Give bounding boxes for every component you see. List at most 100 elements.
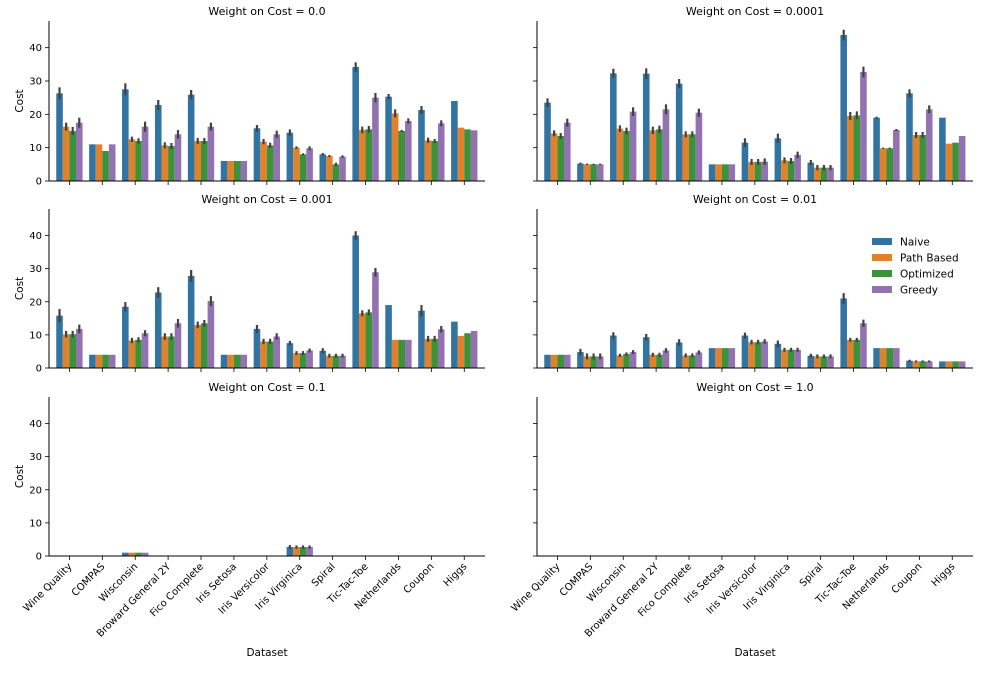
bar-optimized (886, 148, 894, 181)
bar-greedy (339, 355, 346, 368)
bar-naive (352, 67, 359, 181)
x-axis-label: Dataset (734, 647, 775, 659)
bar-greedy (958, 136, 966, 181)
bar-greedy (470, 130, 478, 181)
bar-optimized (853, 339, 861, 368)
bar-path-based (912, 361, 920, 368)
bar-path-based (95, 354, 103, 368)
bar-path-based (715, 348, 722, 368)
panel-title: Weight on Cost = 0.01 (693, 193, 817, 206)
bar-path-based (391, 339, 399, 368)
bar-naive (451, 101, 458, 181)
bar-optimized (431, 338, 438, 368)
bar-greedy (728, 164, 736, 181)
bar-greedy (108, 354, 116, 368)
bar-path-based (227, 354, 234, 368)
legend-entry: Path Based (900, 253, 959, 265)
bar-optimized (754, 342, 762, 368)
y-tick-label: 20 (29, 110, 42, 121)
bar-path-based (846, 339, 854, 368)
y-tick-label: 0 (36, 552, 42, 563)
y-axis-label: Cost (14, 465, 26, 488)
bar-optimized (135, 141, 142, 181)
bar-path-based (748, 162, 755, 181)
y-tick-label: 0 (36, 364, 42, 375)
x-tick-label: Spiral (310, 561, 338, 589)
bar-greedy (306, 547, 313, 556)
bar-optimized (168, 336, 175, 368)
bar-naive (122, 552, 129, 556)
panel-title: Weight on Cost = 0.0001 (686, 5, 824, 18)
bar-optimized (754, 162, 762, 181)
bar-optimized (266, 145, 274, 181)
bar-naive (708, 348, 716, 368)
bar-optimized (168, 146, 175, 181)
x-axis-label: Dataset (246, 647, 287, 659)
bar-naive (319, 154, 327, 181)
bar-greedy (405, 121, 412, 181)
bar-naive (418, 110, 425, 181)
bar-naive (56, 315, 63, 368)
bar-path-based (293, 353, 300, 368)
bar-optimized (787, 349, 795, 368)
bar-greedy (174, 134, 182, 181)
bar-optimized (69, 334, 76, 368)
legend-entry: Optimized (900, 269, 954, 281)
bar-greedy (893, 348, 900, 368)
bar-path-based (814, 356, 821, 368)
bar-greedy (662, 109, 670, 181)
bar-naive (840, 298, 847, 368)
bar-naive (352, 235, 359, 368)
bar-naive (708, 164, 716, 181)
bar-path-based (715, 164, 722, 181)
bar-naive (122, 306, 129, 368)
bar-naive (807, 355, 815, 368)
bar-path-based (616, 355, 624, 368)
legend-swatch (872, 270, 892, 277)
bar-greedy (827, 356, 834, 368)
bar-optimized (820, 167, 828, 181)
y-axis-label: Cost (14, 89, 26, 112)
bar-naive (253, 128, 261, 181)
bar-path-based (293, 547, 300, 556)
bar-naive (220, 354, 228, 368)
bar-path-based (879, 348, 887, 368)
bar-greedy (141, 126, 149, 181)
bar-optimized (853, 115, 861, 181)
bar-naive (840, 35, 847, 181)
bar-optimized (952, 361, 959, 368)
bar-optimized (623, 354, 630, 368)
bar-greedy (141, 552, 149, 556)
bar-optimized (787, 161, 795, 181)
bar-optimized (201, 141, 208, 181)
bar-path-based (326, 355, 333, 368)
y-tick-label: 10 (29, 330, 42, 341)
bar-optimized (557, 136, 564, 181)
bar-naive (154, 105, 162, 181)
bar-path-based (194, 141, 202, 181)
bar-greedy (925, 361, 933, 368)
bar-naive (286, 343, 294, 368)
bar-path-based (550, 354, 558, 368)
x-tick-label: Higgs (930, 561, 958, 589)
bar-greedy (958, 361, 966, 368)
bar-optimized (590, 164, 597, 181)
bar-naive (89, 144, 96, 181)
bar-optimized (299, 353, 307, 368)
bar-naive (873, 117, 880, 181)
bar-optimized (623, 131, 630, 181)
bar-naive (741, 142, 749, 181)
bar-path-based (358, 130, 366, 181)
bar-greedy (240, 354, 248, 368)
bar-optimized (656, 129, 663, 181)
bar-naive (577, 163, 584, 181)
x-tick-label: Spiral (798, 561, 826, 589)
bar-greedy (372, 272, 379, 368)
legend-entry: Naive (900, 237, 930, 249)
bar-greedy (596, 356, 604, 368)
bar-path-based (748, 342, 755, 368)
y-tick-label: 30 (29, 264, 42, 275)
bar-naive (610, 73, 617, 181)
